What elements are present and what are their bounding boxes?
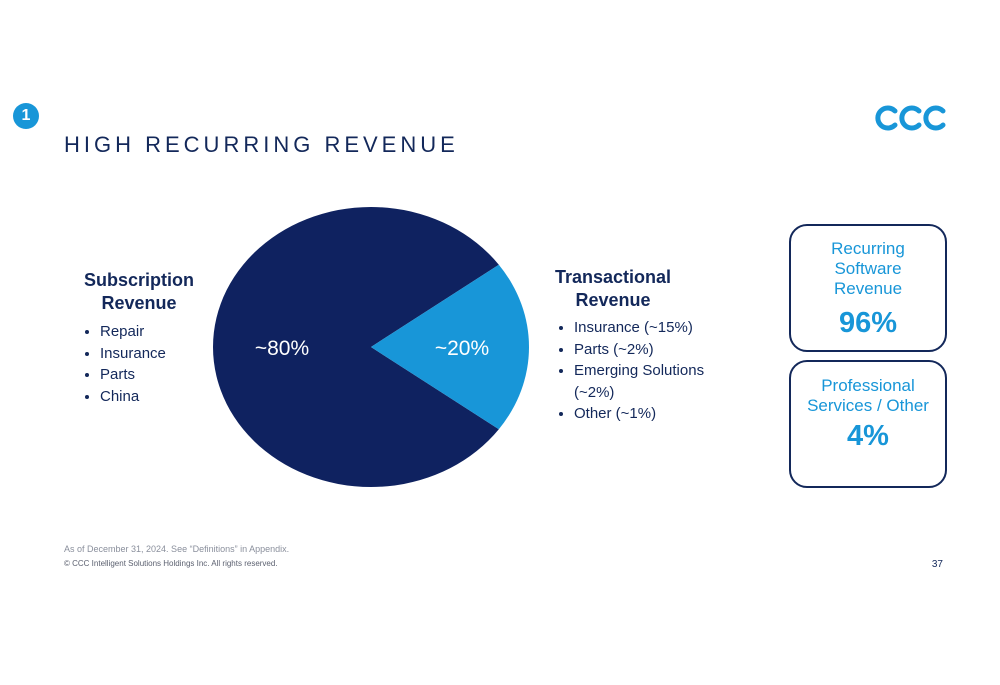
pie-label-transactional: ~20% [435, 337, 489, 360]
kpi-value: 4% [847, 420, 889, 452]
transactional-heading: Transactional Revenue [554, 267, 672, 310]
section-number-badge: 1 [13, 103, 39, 129]
subscription-item: China [100, 386, 250, 408]
transactional-item: Parts (~2%) [574, 339, 744, 361]
pie-slice-subscription [213, 206, 499, 487]
slide-title: HIGH RECURRING REVENUE [64, 132, 459, 157]
subscription-item: Repair [100, 321, 250, 343]
transactional-list: Insurance (~15%) Parts (~2%) Emerging So… [556, 317, 744, 425]
footnote: As of December 31, 2024. See “Definition… [64, 544, 290, 554]
pie-slice-transactional [371, 264, 529, 430]
kpi-label: Professional Services / Other [807, 376, 929, 415]
subscription-item: Insurance [100, 343, 250, 365]
recurring-revenue-card: Recurring Software Revenue 96% [789, 224, 947, 352]
pie-label-subscription: ~80% [255, 337, 309, 360]
copyright-notice: © CCC Intelligent Solutions Holdings Inc… [64, 559, 278, 568]
kpi-label: Recurring Software Revenue [831, 239, 905, 298]
transactional-item: Other (~1%) [574, 403, 744, 425]
subscription-heading: Subscription Revenue [83, 270, 194, 313]
ccc-logo [875, 105, 946, 131]
page-number: 37 [931, 559, 943, 570]
kpi-value: 96% [838, 307, 898, 339]
subscription-list: Repair Insurance Parts China [82, 321, 250, 407]
professional-services-card: Professional Services / Other 4% [789, 360, 947, 488]
transactional-item: Insurance (~15%) [574, 317, 744, 339]
subscription-item: Parts [100, 364, 250, 386]
transactional-item: Emerging Solutions (~2%) [574, 360, 744, 403]
revenue-pie-chart: ~80% ~20% [213, 206, 529, 487]
